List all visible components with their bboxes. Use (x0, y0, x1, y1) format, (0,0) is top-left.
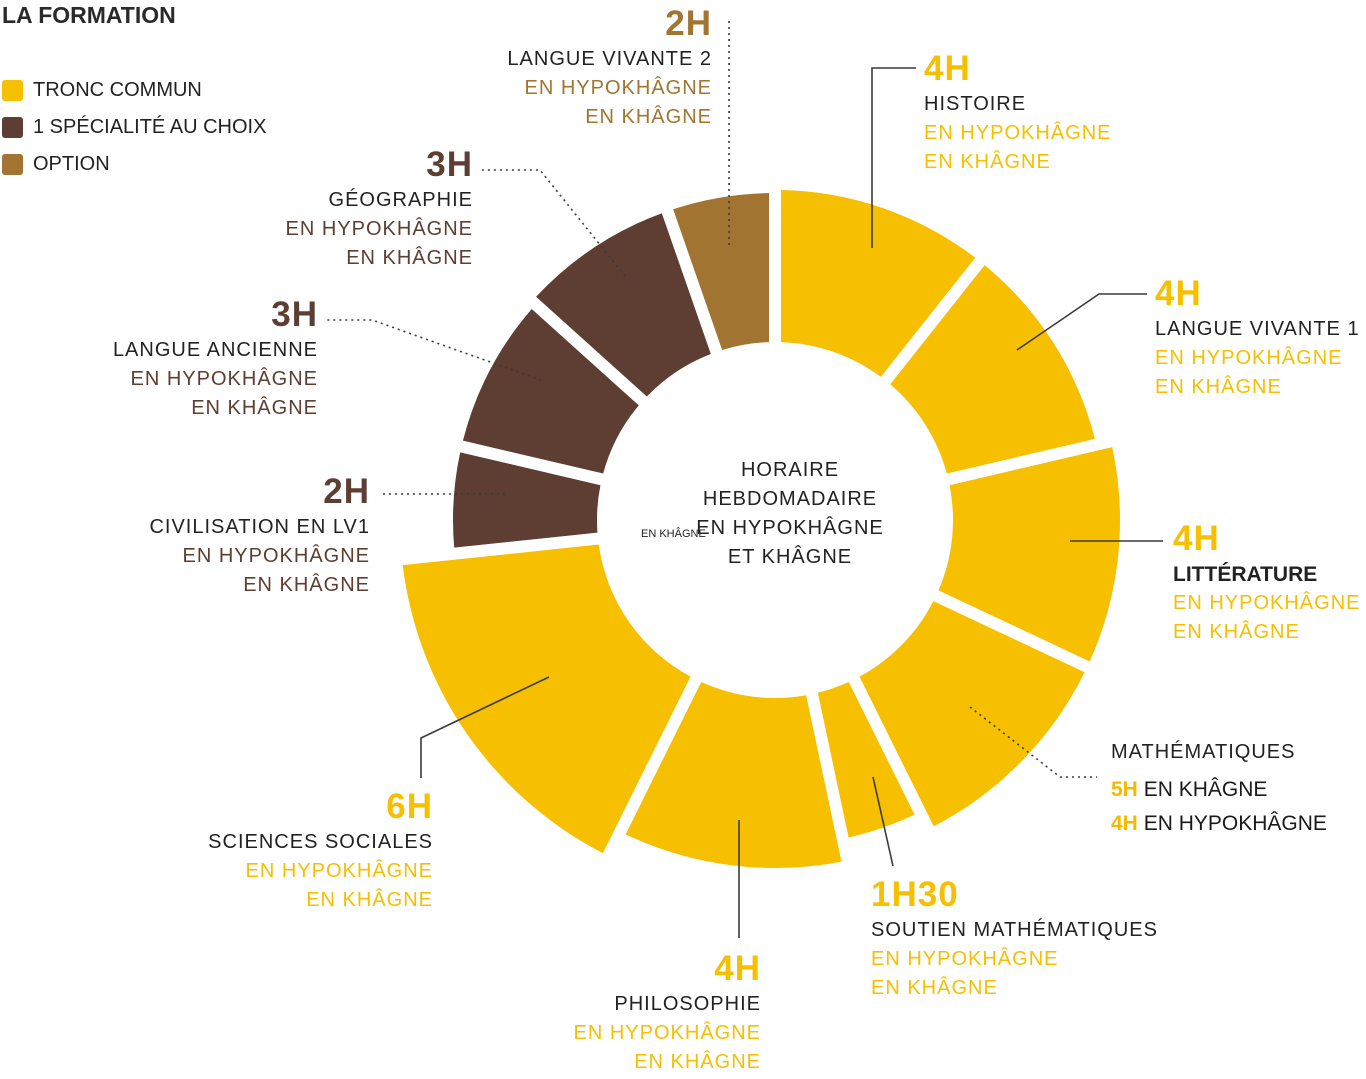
math-detail-khagne: 5H EN KHÂGNE (1111, 773, 1327, 807)
math-text: EN HYPOKHÂGNE (1143, 812, 1327, 835)
label-philosophie: 4H PHILOSOPHIE EN HYPOKHÂGNE EN KHÂGNE (574, 948, 761, 1077)
label-langue-vivante-1: 4H LANGUE VIVANTE 1 EN HYPOKHÂGNE EN KHÂ… (1155, 273, 1360, 402)
donut-slice-sciences-sociales (402, 544, 691, 854)
donut-slice-langue-vivante-2 (673, 193, 770, 351)
donut-slice-civilisation-en-lv1 (453, 452, 601, 548)
donut-slice-langue-vivante-1 (890, 265, 1095, 474)
label-civilisation-lv1: 2H CIVILISATION EN LV1 EN HYPOKHÂGNE EN … (149, 471, 370, 600)
math-detail-hypokhagne: 4H EN HYPOKHÂGNE (1111, 807, 1327, 841)
leader-line (872, 776, 894, 867)
label-langue-ancienne: 3H LANGUE ANCIENNE EN HYPOKHÂGNE EN KHÂG… (113, 294, 318, 423)
subject-sub: EN KHÂGNE (306, 889, 433, 911)
leader-line (969, 706, 1097, 778)
math-text: EN KHÂGNE (1143, 778, 1268, 801)
subject-name: HISTOIRE (924, 93, 1027, 115)
subject-name: MATHÉMATIQUES (1111, 741, 1296, 763)
center-line: ET KHÂGNE (727, 546, 853, 568)
subject-sub: EN HYPOKHÂGNE (130, 368, 318, 390)
subject-name: LANGUE VIVANTE 1 (1155, 318, 1360, 340)
hours-label: 4H (1173, 519, 1220, 558)
hours-label: 3H (426, 145, 473, 184)
donut-slice-histoire (780, 190, 976, 377)
donut-center-text: HORAIRE HEBDOMADAIRE EN HYPOKHÂGNE ET KH… (670, 456, 910, 572)
subject-name: LANGUE ANCIENNE (112, 339, 318, 361)
subject-sub: EN KHÂGNE (243, 574, 370, 596)
center-line: HORAIRE (740, 459, 840, 481)
subject-sub: EN HYPOKHÂGNE (871, 948, 1059, 970)
subject-name: GÉOGRAPHIE (328, 189, 473, 211)
hours-label: 6H (386, 787, 433, 826)
legend-swatch (2, 154, 23, 175)
hours-label: 1H30 (871, 875, 959, 914)
donut-slice-g-ographie (536, 213, 711, 397)
donut-slice-langue-ancienne (462, 309, 639, 474)
hours-label: 2H (665, 4, 712, 43)
legend-swatch (2, 117, 23, 138)
center-stray-text: EN KHÂGNE (641, 528, 706, 540)
subject-sub: EN HYPOKHÂGNE (524, 77, 712, 99)
subject-sub: EN KHÂGNE (191, 397, 318, 419)
donut-slice-philosophie (625, 682, 842, 868)
center-line: HEBDOMADAIRE (702, 488, 878, 510)
label-langue-vivante-2: 2H LANGUE VIVANTE 2 EN HYPOKHÂGNE EN KHÂ… (507, 3, 712, 132)
subject-name: PHILOSOPHIE (614, 993, 761, 1015)
label-sciences-sociales: 6H SCIENCES SOCIALES EN HYPOKHÂGNE EN KH… (208, 786, 433, 915)
subject-sub: EN KHÂGNE (634, 1051, 761, 1073)
label-litterature: 4H LITTÉRATURE EN HYPOKHÂGNE EN KHÂGNE (1173, 518, 1360, 647)
subject-sub: EN KHÂGNE (346, 247, 473, 269)
donut-slice-math-matiques (859, 601, 1085, 827)
hours-label: 3H (271, 295, 318, 334)
subject-name: CIVILISATION EN LV1 (149, 516, 370, 538)
subject-sub: EN KHÂGNE (871, 977, 998, 999)
hours-label: 4H (714, 949, 761, 988)
subject-sub: EN KHÂGNE (585, 106, 712, 128)
leader-line (1016, 293, 1147, 351)
subject-name: SOUTIEN MATHÉMATIQUES (871, 919, 1158, 941)
legend-item-specialite: 1 SPÉCIALITÉ AU CHOIX (2, 116, 266, 139)
math-hours: 5H (1111, 778, 1138, 801)
legend-item-tronc-commun: TRONC COMMUN (2, 79, 202, 102)
label-geographie: 3H GÉOGRAPHIE EN HYPOKHÂGNE EN KHÂGNE (286, 144, 473, 273)
hours-label: 4H (1155, 274, 1202, 313)
subject-sub: EN KHÂGNE (1155, 376, 1282, 398)
legend-title: LA FORMATION (2, 2, 176, 28)
legend-item-option: OPTION (2, 153, 110, 176)
legend-swatch (2, 80, 23, 101)
leader-line (420, 676, 550, 778)
leader-line (326, 319, 542, 381)
legend-label: 1 SPÉCIALITÉ AU CHOIX (33, 116, 267, 138)
subject-sub: EN HYPOKHÂGNE (573, 1022, 761, 1044)
donut-slice-litt-rature (938, 447, 1120, 662)
hours-label: 4H (924, 49, 971, 88)
subject-sub: EN HYPOKHÂGNE (924, 122, 1112, 144)
label-mathematiques: MATHÉMATIQUES 5H EN KHÂGNE 4H EN HYPOKHÂ… (1111, 738, 1327, 841)
leader-line (482, 169, 626, 277)
legend-label: OPTION (33, 153, 110, 175)
subject-sub: EN HYPOKHÂGNE (245, 860, 433, 882)
subject-sub: EN HYPOKHÂGNE (1155, 347, 1343, 369)
subject-sub: EN KHÂGNE (924, 151, 1051, 173)
subject-sub: EN KHÂGNE (1173, 621, 1300, 643)
subject-sub: EN HYPOKHÂGNE (285, 218, 473, 240)
label-soutien-mathematiques: 1H30 SOUTIEN MATHÉMATIQUES EN HYPOKHÂGNE… (871, 874, 1158, 1003)
leader-line (871, 67, 916, 248)
subject-sub: EN HYPOKHÂGNE (1173, 592, 1361, 614)
math-hours: 4H (1111, 812, 1138, 835)
label-histoire: 4H HISTOIRE EN HYPOKHÂGNE EN KHÂGNE (924, 48, 1111, 177)
hours-label: 2H (323, 472, 370, 511)
subject-name: LITTÉRATURE (1173, 563, 1318, 586)
donut-slice-soutien-math-matiques (817, 682, 915, 838)
center-line: EN HYPOKHÂGNE (696, 517, 884, 539)
subject-name: SCIENCES SOCIALES (208, 831, 433, 853)
subject-sub: EN HYPOKHÂGNE (182, 545, 370, 567)
legend-label: TRONC COMMUN (33, 79, 202, 101)
subject-name: LANGUE VIVANTE 2 (507, 48, 712, 70)
